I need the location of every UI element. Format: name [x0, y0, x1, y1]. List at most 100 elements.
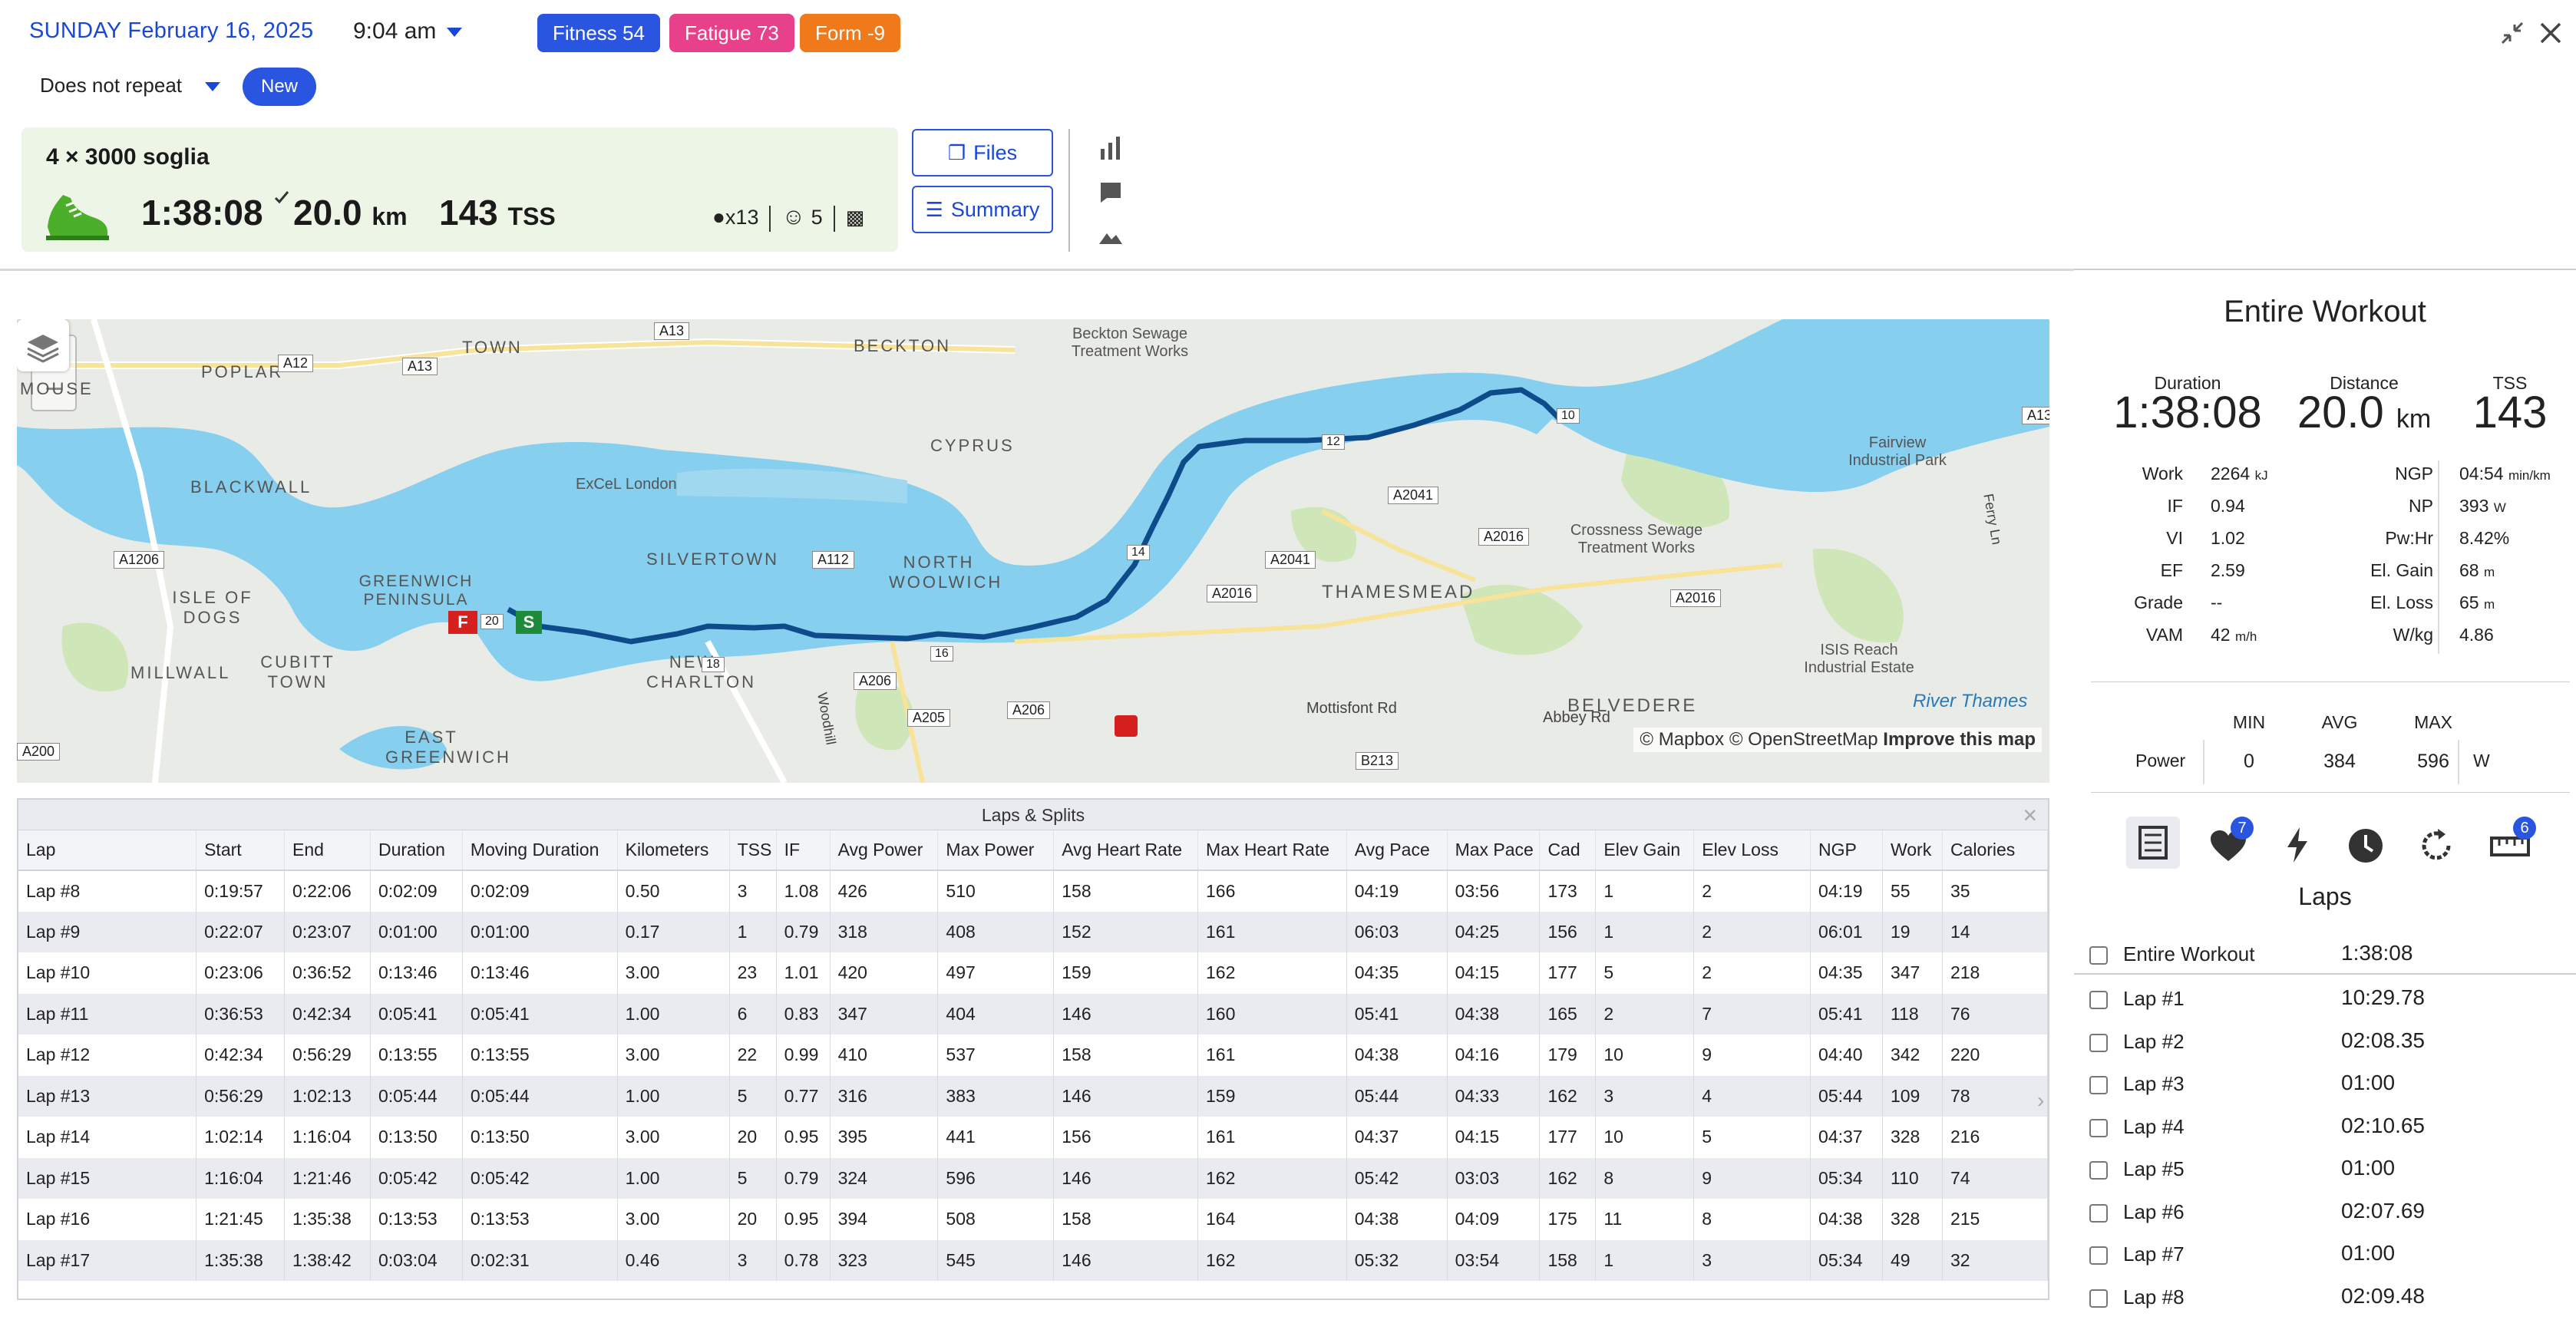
- refresh-icon[interactable]: [2418, 827, 2455, 864]
- lap-checkbox[interactable]: [2089, 1076, 2108, 1095]
- metric-number: 8.42%: [2459, 528, 2510, 548]
- table-row[interactable]: Lap #11 0:36:53 0:42:34 0:05:41 0:05:41 1.00 6…: [18, 993, 2048, 1035]
- col-header[interactable]: Moving Duration: [462, 830, 618, 871]
- collapse-icon[interactable]: [2499, 20, 2525, 46]
- mapbox-link[interactable]: © Mapbox: [1640, 729, 1725, 750]
- route-map[interactable]: + − TOWN BECKTON POPLAR MOUSE CYPRUS ExCe…: [17, 319, 2049, 783]
- table-row[interactable]: Lap #17 1:35:38 1:38:42 0:03:04 0:02:31 0.46 3…: [18, 1239, 2048, 1281]
- table-row[interactable]: Lap #8 0:19:57 0:22:06 0:02:09 0:02:09 0.50 3 1…: [18, 870, 2048, 912]
- table-cell: 05:34: [1810, 1157, 1883, 1199]
- table-row[interactable]: Lap #10 0:23:06 0:36:52 0:13:46 0:13:46 3.00 2…: [18, 952, 2048, 994]
- repeat-dropdown[interactable]: Does not repeat: [40, 74, 221, 97]
- col-header[interactable]: Max Pace: [1447, 830, 1541, 871]
- col-header[interactable]: Work: [1882, 830, 1943, 871]
- table-cell: 23: [729, 952, 777, 994]
- comment-icon[interactable]: [1098, 180, 1124, 206]
- layers-icon[interactable]: [17, 319, 69, 371]
- lap-list-item[interactable]: Entire Workout: [2089, 942, 2254, 966]
- laps-view-tab[interactable]: [2126, 817, 2180, 869]
- col-header[interactable]: Avg Pace: [1346, 830, 1448, 871]
- comments-icon[interactable]: ▩: [845, 206, 865, 229]
- lap-checkbox[interactable]: [2089, 991, 2108, 1010]
- improve-map-link[interactable]: Improve this map: [1883, 729, 2036, 750]
- lap-checkbox[interactable]: [2089, 1161, 2108, 1180]
- clock-icon[interactable]: [2347, 827, 2384, 864]
- lap-checkbox[interactable]: [2089, 1289, 2108, 1308]
- col-header[interactable]: IF: [776, 830, 831, 871]
- col-header[interactable]: Kilometers: [617, 830, 730, 871]
- lap-list-item[interactable]: Lap #5: [2089, 1157, 2185, 1181]
- col-header[interactable]: Elev Loss: [1693, 830, 1811, 871]
- road-label: A200: [17, 743, 61, 761]
- lap-list-item[interactable]: Lap #4: [2089, 1115, 2185, 1139]
- table-cell: 324: [830, 1157, 939, 1199]
- finish-marker[interactable]: F: [448, 611, 477, 634]
- table-cell: 04:15: [1447, 952, 1541, 994]
- col-header[interactable]: Lap: [18, 830, 197, 871]
- table-row[interactable]: Lap #12 0:42:34 0:56:29 0:13:55 0:13:55 3.00 2…: [18, 1035, 2048, 1076]
- lap-label: Lap #2: [2123, 1029, 2185, 1053]
- col-header[interactable]: Elev Gain: [1595, 830, 1695, 871]
- col-header[interactable]: Max Power: [937, 830, 1055, 871]
- table-row[interactable]: Lap #13 0:56:29 1:02:13 0:05:44 0:05:44 1.00 5…: [18, 1075, 2048, 1117]
- table-cell: 1.00: [617, 1075, 730, 1117]
- divider: [2074, 269, 2576, 270]
- files-button[interactable]: ❐ Files: [912, 129, 1053, 177]
- table-row[interactable]: Lap #14 1:02:14 1:16:04 0:13:50 0:13:50 3.00 2…: [18, 1117, 2048, 1158]
- table-row[interactable]: Lap #16 1:21:45 1:35:38 0:13:53 0:13:53 3.00 2…: [18, 1199, 2048, 1240]
- col-header[interactable]: Start: [196, 830, 286, 871]
- distance-value: 20.0 km: [2272, 387, 2456, 438]
- col-header[interactable]: Calories: [1942, 830, 2048, 871]
- tss-unit: TSS: [507, 203, 556, 230]
- col-header[interactable]: TSS: [729, 830, 777, 871]
- col-header[interactable]: Cad: [1539, 830, 1597, 871]
- close-icon[interactable]: [2538, 20, 2564, 46]
- col-header[interactable]: Avg Heart Rate: [1053, 830, 1198, 871]
- lap-list-item[interactable]: Lap #2: [2089, 1030, 2185, 1054]
- lightning-icon[interactable]: [2284, 826, 2310, 864]
- road-label: A2016: [1207, 585, 1258, 602]
- km-marker: 10: [1557, 408, 1580, 424]
- table-cell: 0:19:57: [196, 870, 286, 912]
- workout-time[interactable]: 9:04 am: [353, 18, 463, 45]
- zoom-out-button[interactable]: −: [45, 372, 63, 406]
- table-caption: Laps & Splits ×: [18, 800, 2048, 830]
- list-icon: [2138, 826, 2168, 860]
- lap-list-item[interactable]: Lap #1: [2089, 987, 2185, 1011]
- ruler-icon[interactable]: [2490, 830, 2530, 861]
- table-cell: Lap #8: [18, 870, 197, 912]
- table-cell: 0:36:53: [196, 993, 286, 1035]
- col-header[interactable]: Avg Power: [830, 830, 939, 871]
- lap-checkbox[interactable]: [2089, 946, 2108, 965]
- osm-link[interactable]: © OpenStreetMap: [1729, 729, 1878, 750]
- table-row[interactable]: Lap #15 1:16:04 1:21:46 0:05:42 0:05:42 1.00 5…: [18, 1157, 2048, 1199]
- power-label: Power: [2135, 751, 2186, 771]
- lap-checkbox[interactable]: [2089, 1203, 2108, 1223]
- mountain-icon[interactable]: [1098, 227, 1124, 247]
- table-title: Laps & Splits: [981, 805, 1085, 825]
- col-header[interactable]: NGP: [1810, 830, 1883, 871]
- col-header[interactable]: Duration: [370, 830, 463, 871]
- lap-checkbox[interactable]: [2089, 1118, 2108, 1137]
- chevron-right-icon[interactable]: ›: [2037, 1088, 2045, 1112]
- lap-checkbox[interactable]: [2089, 1033, 2108, 1052]
- lap-checkbox[interactable]: [2089, 1246, 2108, 1266]
- summary-button[interactable]: ☰ Summary: [912, 186, 1053, 233]
- col-header[interactable]: Max Heart Rate: [1197, 830, 1347, 871]
- bar-chart-icon[interactable]: [1098, 135, 1124, 161]
- lap-list-item[interactable]: Lap #7: [2089, 1242, 2185, 1266]
- table-cell: 06:03: [1346, 911, 1448, 952]
- time-value: 9:04 am: [353, 18, 437, 44]
- new-button[interactable]: New: [243, 68, 316, 106]
- lap-list-item[interactable]: Lap #6: [2089, 1200, 2185, 1224]
- start-marker[interactable]: S: [516, 611, 542, 634]
- lap-list-item[interactable]: Lap #3: [2089, 1072, 2185, 1096]
- col-header[interactable]: End: [284, 830, 371, 871]
- table-row[interactable]: Lap #9 0:22:07 0:23:07 0:01:00 0:01:00 0.17 1 0…: [18, 911, 2048, 952]
- workout-summary-card[interactable]: [21, 127, 898, 252]
- table-cell: 32: [1942, 1239, 2048, 1281]
- workout-date[interactable]: SUNDAY February 16, 2025: [29, 18, 314, 43]
- lap-list-item[interactable]: Lap #8: [2089, 1285, 2185, 1309]
- table-cell: 05:44: [1810, 1075, 1883, 1117]
- close-icon[interactable]: ×: [2023, 801, 2037, 829]
